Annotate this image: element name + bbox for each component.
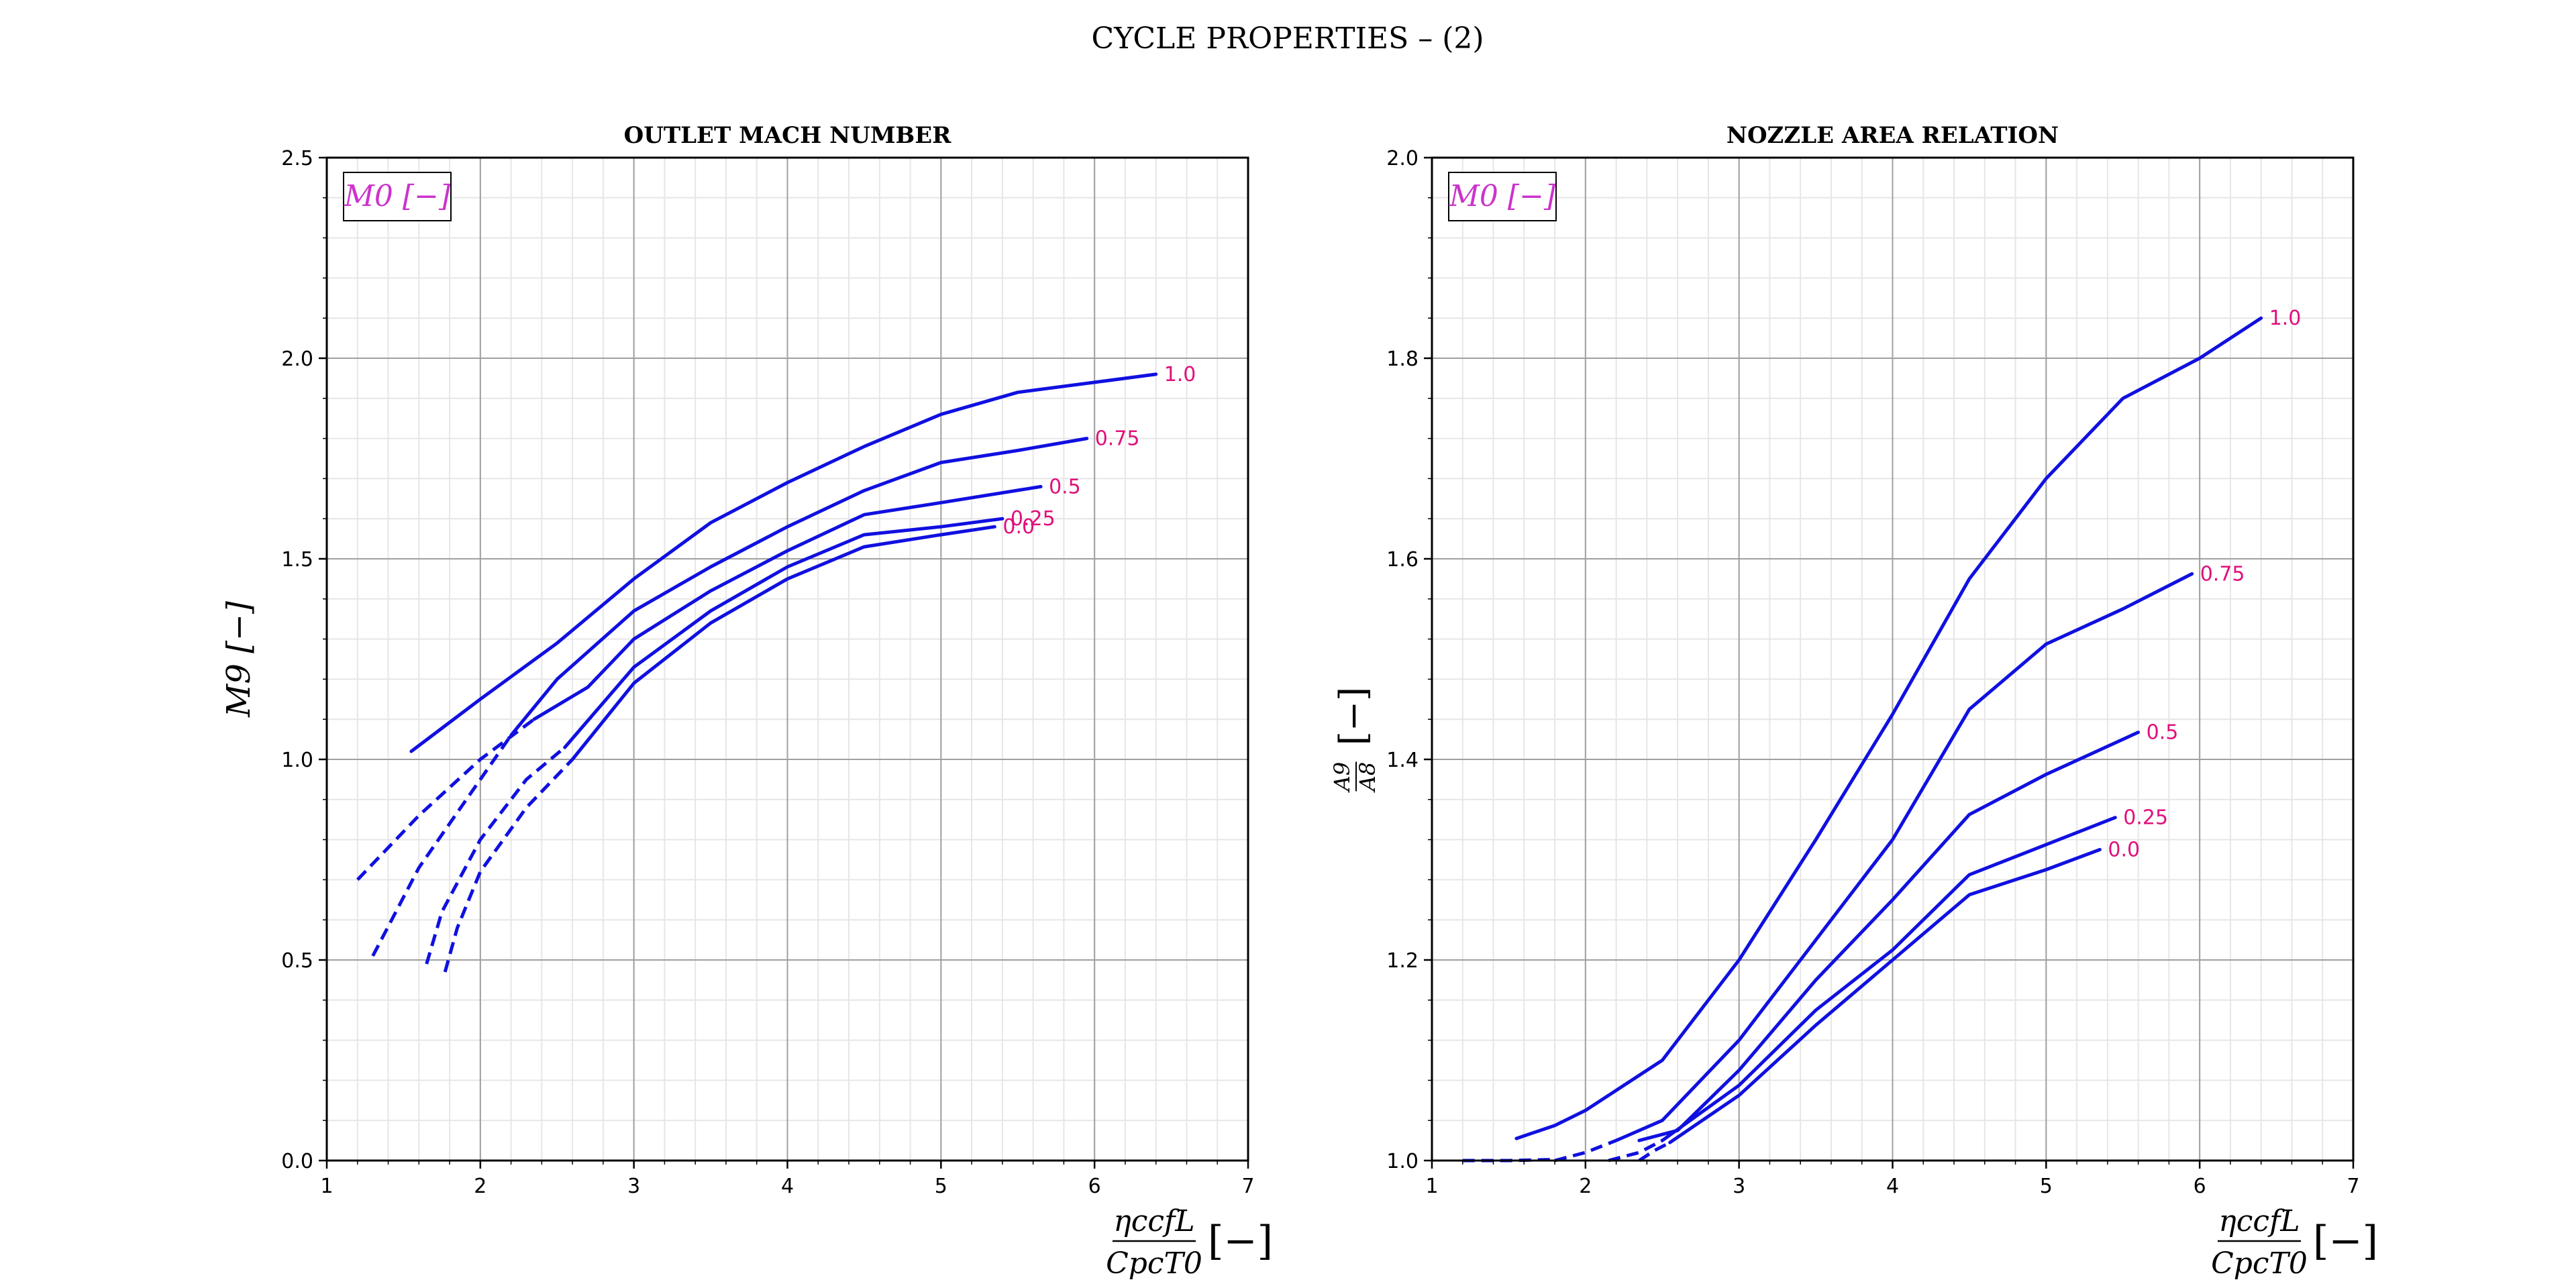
legend-box: M0 [−] [1448, 172, 1557, 221]
x-label-denominator: CpcT0 [1106, 1246, 1202, 1281]
x-label-unit: [−] [1208, 1218, 1273, 1265]
solid-curve-segment [1514, 316, 2263, 1140]
x-tick-label: 5 [935, 1175, 947, 1198]
legend-text: M0 [−] [1449, 179, 1556, 213]
x-tick-label: 6 [1088, 1175, 1101, 1198]
x-tick-label: 3 [1733, 1175, 1745, 1198]
x-label-numerator: ηccfL [2218, 1204, 2300, 1238]
curve-label: 0.5 [2147, 721, 2179, 745]
y-tick-label: 0.0 [281, 1150, 313, 1173]
y-label-unit: [−] [1332, 687, 1374, 745]
series-m0-0-25: 0.25 [425, 507, 1055, 965]
curve-label: 0.0 [2108, 839, 2140, 862]
y-axis-label: A9 A8 [−] [1329, 687, 1380, 793]
panel-outlet-mach-number: 1.00.750.50.250.01 2 3 4 5 6 70.00.51.01.52.02… [220, 122, 1273, 1281]
dashed-curve-segment [1554, 1138, 1617, 1163]
dashed-curve-segment [425, 746, 566, 965]
y-tick-label: 1.8 [1386, 347, 1419, 371]
x-tick-label: 2 [1579, 1175, 1592, 1198]
y-label-denominator: A8 [1355, 762, 1380, 793]
legend-frame [1448, 172, 1557, 221]
major-grid [1431, 157, 2354, 1161]
figure-suptitle: CYCLE PROPERTIES – (2) [1091, 21, 1484, 56]
x-tick-label: 4 [1886, 1175, 1899, 1198]
curve-label: 0.75 [1095, 427, 1140, 451]
curve-label: 0.0 [1002, 515, 1035, 539]
legend-box: M0 [−] [343, 172, 452, 221]
y-tick-label: 2.5 [281, 147, 313, 170]
x-tick-label: 3 [627, 1175, 640, 1198]
x-label-numerator: ηccfL [1113, 1204, 1194, 1238]
series-m0-0-75: 0.75 [371, 427, 1140, 957]
series-m0-0-5: 0.5 [1462, 721, 2179, 1163]
x-axis-label: ηccfL CpcT0 [−] [2211, 1204, 2378, 1281]
y-label-text: M9 [−] [220, 601, 258, 718]
series-m0-0-25: 0.25 [1608, 806, 2168, 1163]
solid-curve-segment [409, 372, 1158, 753]
x-tick-label: 7 [2347, 1175, 2359, 1198]
solid-curve-segment [1637, 731, 2141, 1142]
x-tick-label: 5 [2040, 1175, 2053, 1198]
panel-title: OUTLET MACH NUMBER [624, 122, 952, 149]
axis-ticks: 1 2 3 4 5 6 7 1.0 1.2 1.4 1.6 1.8 2.0 [1386, 147, 2359, 1198]
y-tick-label: 1.0 [1386, 1150, 1419, 1173]
x-tick-label: 4 [781, 1175, 794, 1198]
dashed-curve-segment [443, 758, 574, 973]
x-tick-label: 2 [474, 1175, 486, 1198]
series-m0-0-0: 0.0 [443, 515, 1035, 973]
y-tick-label: 2.0 [281, 347, 313, 371]
x-tick-label: 6 [2194, 1175, 2206, 1198]
series-m0-0-5: 0.5 [356, 475, 1081, 881]
legend-frame [343, 172, 452, 221]
y-label-numerator: A9 [1329, 762, 1355, 793]
solid-curve-segment [532, 484, 1043, 721]
solid-curve-segment [509, 437, 1089, 737]
solid-curve-segment [570, 525, 996, 761]
dashed-curve-segment [1638, 1140, 1671, 1163]
curve-label: 0.25 [2123, 806, 2168, 830]
dashed-curve-segment [356, 718, 535, 881]
dashed-curve-segment [1608, 1138, 1663, 1163]
series-m0-0-75: 0.75 [1554, 562, 2245, 1163]
solid-curve-segment [1668, 848, 2102, 1144]
curve-label: 1.0 [2269, 307, 2302, 330]
y-tick-label: 1.0 [281, 749, 313, 772]
curve-label: 0.75 [2200, 562, 2245, 586]
y-axis-label: M9 [−] [220, 601, 258, 718]
series-m0-0-0: 0.0 [1638, 839, 2140, 1163]
x-tick-label: 1 [1425, 1175, 1438, 1198]
major-grid [326, 157, 1249, 1161]
y-tick-label: 1.2 [1386, 949, 1419, 973]
dashed-curve-segment [371, 734, 513, 957]
y-tick-label: 1.5 [281, 548, 313, 572]
curve-label: 1.0 [1164, 363, 1196, 386]
solid-curve-segment [563, 517, 1004, 749]
y-tick-label: 1.6 [1386, 548, 1419, 572]
curve-label: 0.5 [1049, 475, 1081, 498]
x-label-unit: [−] [2313, 1218, 2378, 1265]
legend-text: M0 [−] [344, 179, 451, 213]
series-m0-1-0: 1.0 [409, 363, 1196, 753]
solid-curve-segment [1660, 816, 2117, 1142]
panel-nozzle-area-relation: 1.0 0.75 0.5 0.25 0.0 1 2 3 4 5 6 7 1.0 1.2 1.4 1.6 1.8 2… [1329, 122, 2378, 1281]
series-m0-1-0: 1.0 [1514, 307, 2302, 1140]
axis-ticks: 1 2 3 4 5 6 7 0.0 0.5 1.0 1.5 2.0 2.5 [281, 147, 1254, 1198]
solid-curve-segment [1614, 572, 2194, 1142]
y-tick-label: 2.0 [1386, 147, 1419, 170]
y-tick-label: 1.4 [1386, 749, 1419, 772]
x-tick-label: 1 [320, 1175, 333, 1198]
panel-title: NOZZLE AREA RELATION [1727, 122, 2059, 149]
curve-label: 0.25 [1011, 507, 1055, 531]
x-tick-label: 7 [1241, 1175, 1254, 1198]
x-label-denominator: CpcT0 [2211, 1246, 2308, 1281]
x-axis-label: ηccfL CpcT0 [−] [1106, 1204, 1273, 1281]
y-tick-label: 0.5 [281, 949, 313, 973]
